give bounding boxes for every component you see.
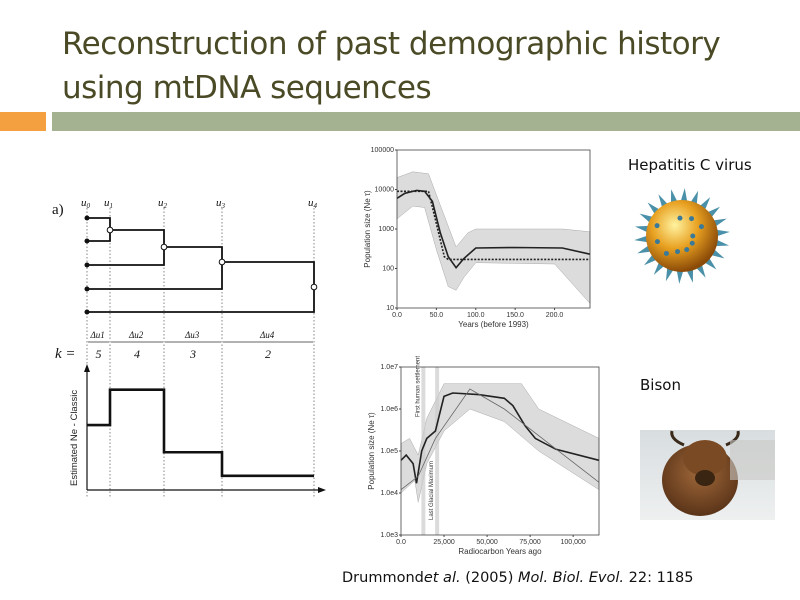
k-value: 3 bbox=[189, 347, 196, 361]
bison-population-chart: First human settlement Last Glacial Maxim… bbox=[367, 356, 600, 556]
y-tick-label: 1.0e4 bbox=[380, 490, 398, 497]
y-tick-label: 100 bbox=[382, 266, 394, 273]
virus-spike-tip bbox=[684, 247, 690, 253]
y-tick-label: 1.0e7 bbox=[380, 364, 398, 371]
x-axis-arrow bbox=[318, 487, 326, 493]
node-label-u4: u4 bbox=[308, 197, 318, 210]
x-tick-label: 0.0 bbox=[392, 312, 402, 319]
y-axis-label: Population size (Ne τ) bbox=[363, 190, 372, 268]
y-tick-label: 1.0e6 bbox=[380, 406, 398, 413]
y-tick-label: 1000 bbox=[378, 226, 394, 233]
panel-label: a) bbox=[52, 202, 64, 218]
virus-spike-tip bbox=[654, 239, 660, 245]
bison-image bbox=[640, 430, 775, 520]
branch bbox=[87, 261, 315, 313]
citation-ref: 22: 1185 bbox=[624, 570, 694, 586]
citation: Drummondet al. (2005) Mol. Biol. Evol. 2… bbox=[342, 570, 693, 586]
bison-label: Bison bbox=[640, 376, 681, 394]
coalescent-node bbox=[218, 258, 226, 266]
virus-spike-tip bbox=[675, 249, 681, 255]
branch bbox=[87, 217, 111, 242]
interval-label: Δu3 bbox=[184, 330, 200, 340]
x-axis-label: Years (before 1993) bbox=[458, 320, 529, 329]
annotation-label: First human settlement bbox=[415, 356, 421, 417]
y-tick-label: 1.0e5 bbox=[380, 448, 398, 455]
citation-journal: Mol. Biol. Evol. bbox=[518, 570, 625, 586]
virus-body bbox=[646, 200, 718, 272]
interval-label: Δu1 bbox=[90, 330, 105, 340]
tip-node bbox=[84, 215, 90, 221]
node-label-u0: u0 bbox=[81, 197, 91, 210]
k-value: 2 bbox=[265, 347, 271, 361]
y-tick-label: 100000 bbox=[371, 147, 394, 154]
y-axis-label: Population size (Ne τ) bbox=[367, 412, 376, 490]
k-value: 4 bbox=[134, 347, 140, 361]
interval-label: Δu4 bbox=[259, 330, 275, 340]
virus-spike-tip bbox=[654, 223, 660, 229]
hcv-label: Hepatitis C virus bbox=[628, 156, 752, 174]
x-tick-label: 50.0 bbox=[430, 312, 444, 319]
tip-node bbox=[84, 286, 90, 292]
coalescent-node bbox=[310, 283, 318, 291]
slide-title: Reconstruction of past demographic histo… bbox=[62, 22, 721, 110]
x-tick-label: 150.0 bbox=[506, 312, 524, 319]
x-tick-label: 100,000 bbox=[561, 539, 586, 546]
virus-spike-tip bbox=[677, 215, 683, 221]
node-label-u2: u2 bbox=[158, 197, 168, 210]
coalescent-node bbox=[106, 226, 114, 234]
y-axis-label: Estimated Ne - Classic bbox=[69, 390, 80, 486]
coalescent-tree-diagram: a) u0 u1 u2 u3 u4 Δu1 5 Δu2 4 Δu3 3 Δu4 2 k = Estimated… bbox=[52, 197, 326, 498]
node-label-u1: u1 bbox=[104, 197, 113, 210]
node-label-u3: u3 bbox=[216, 197, 226, 210]
title-line-1: Reconstruction of past demographic histo… bbox=[62, 26, 721, 62]
branch bbox=[87, 246, 223, 290]
x-tick-label: 100.0 bbox=[467, 312, 485, 319]
tip-node bbox=[84, 238, 90, 244]
citation-authors: Drummond bbox=[342, 570, 424, 586]
y-axis-arrow bbox=[84, 364, 90, 372]
x-tick-label: 200.0 bbox=[546, 312, 564, 319]
y-tick-label: 10 bbox=[386, 305, 394, 312]
hpd-band bbox=[396, 171, 591, 305]
x-tick-label: 50,000 bbox=[476, 539, 498, 546]
y-tick-label: 1.0e3 bbox=[380, 532, 398, 539]
coalescent-node bbox=[160, 243, 168, 251]
citation-etal: et al. bbox=[423, 570, 461, 586]
title-line-2: using mtDNA sequences bbox=[62, 70, 432, 106]
citation-year: (2005) bbox=[460, 570, 519, 586]
series-median bbox=[400, 392, 600, 484]
hcv-population-chart: 10 100 1000 10000 100000 0.0 50.0 100.0 150.0 200… bbox=[363, 147, 591, 329]
virus-spike-tip bbox=[689, 216, 695, 222]
x-tick-label: 0.0 bbox=[396, 539, 406, 546]
annotation-label: Last Glacial Maximum bbox=[429, 461, 435, 520]
x-axis-label: Radiocarbon Years ago bbox=[458, 547, 542, 556]
series-median bbox=[396, 189, 591, 270]
tip-node bbox=[84, 262, 90, 268]
orange-accent-bar bbox=[0, 112, 46, 131]
ne-step-line bbox=[87, 388, 314, 478]
k-label: k = bbox=[55, 346, 76, 362]
series-alternative bbox=[400, 388, 600, 491]
hepatitis-c-virus-image bbox=[634, 188, 730, 284]
green-accent-bar bbox=[52, 112, 800, 131]
interval-label: Δu2 bbox=[128, 330, 144, 340]
annotation-band bbox=[421, 367, 426, 535]
virus-spike-tip bbox=[689, 240, 695, 246]
x-tick-label: 75,000 bbox=[519, 539, 541, 546]
series-parametric bbox=[397, 190, 590, 261]
virus-spike-tip bbox=[698, 224, 704, 230]
k-value: 5 bbox=[96, 347, 102, 361]
virus-spike-tip bbox=[690, 233, 696, 239]
x-tick-label: 25,000 bbox=[433, 539, 455, 546]
branch bbox=[87, 229, 165, 266]
annotation-band bbox=[435, 367, 440, 535]
tip-node bbox=[84, 309, 90, 315]
y-tick-label: 10000 bbox=[375, 187, 395, 194]
virus-spike-tip bbox=[663, 250, 669, 256]
